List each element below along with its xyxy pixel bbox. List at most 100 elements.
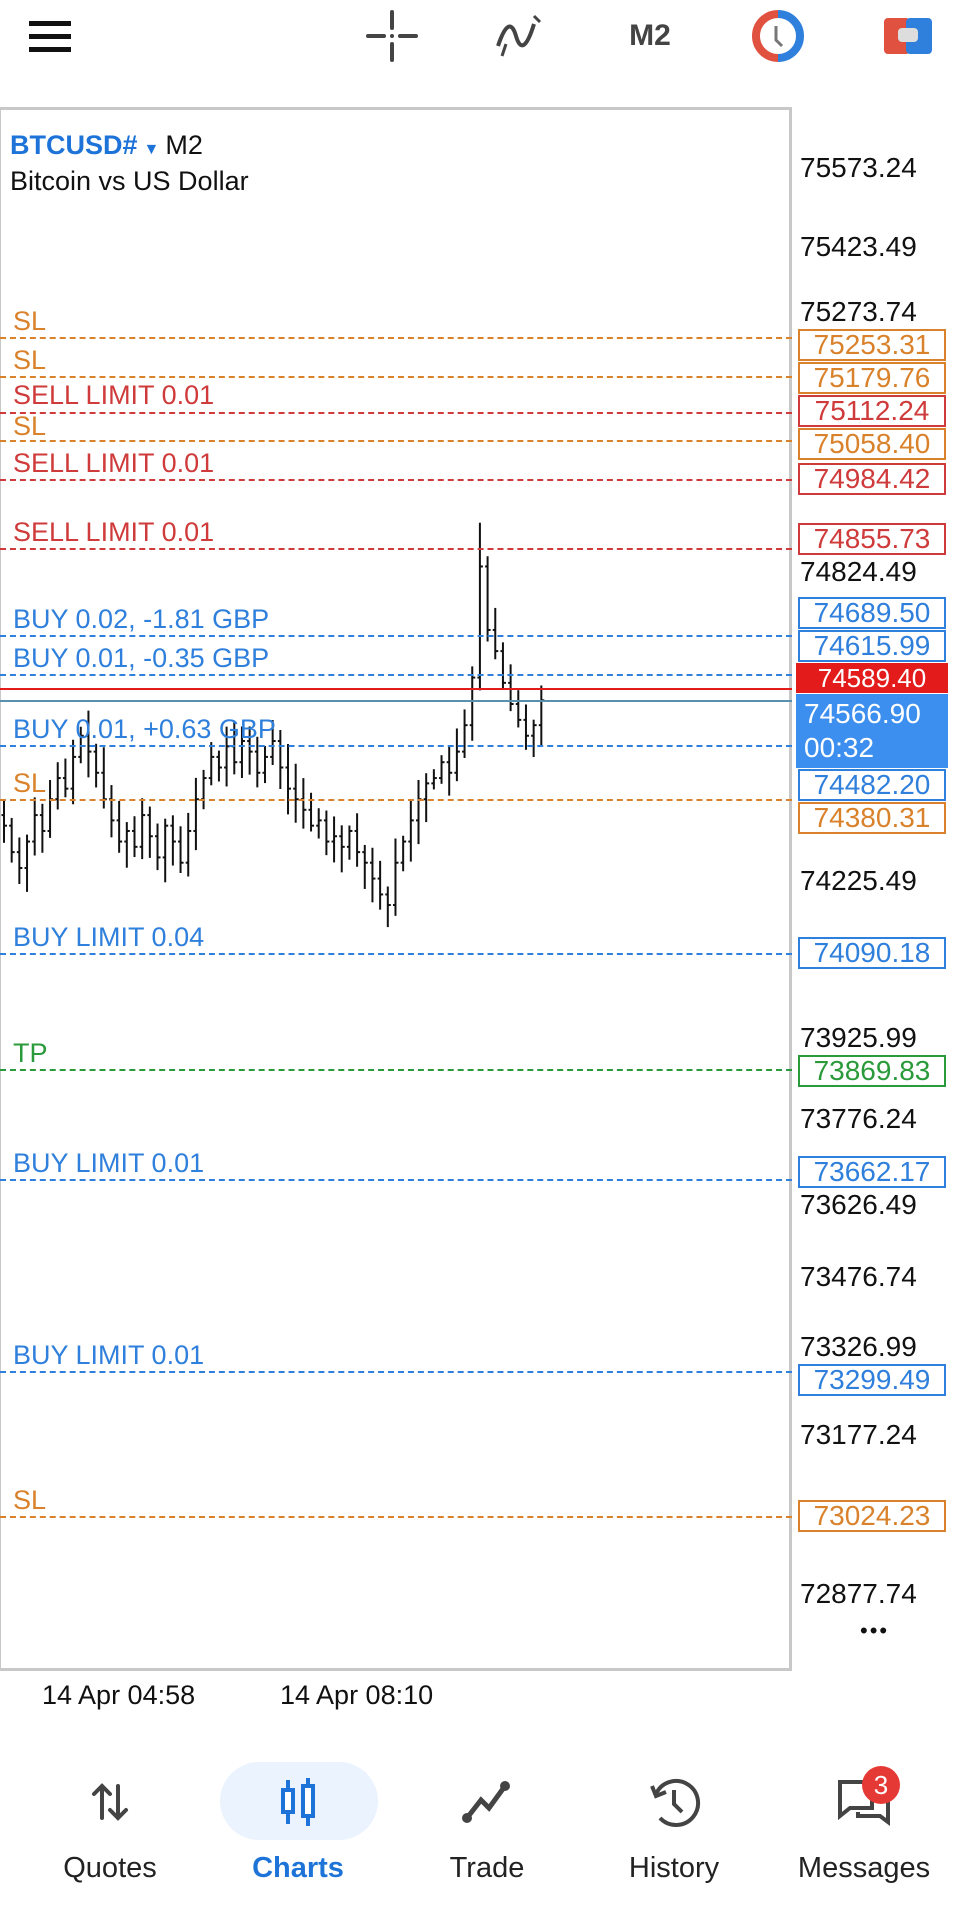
nav-messages[interactable]: Messages [774,1750,954,1900]
order-label: SL [13,410,47,441]
order-label: SELL LIMIT 0.01 [13,448,215,479]
order-price-label: 74090.18 [798,936,946,969]
nav-charts[interactable]: Charts [208,1750,388,1900]
candle [408,800,414,862]
candle [32,797,38,856]
current-price-line [0,700,792,703]
order-price-label: 74380.31 [798,801,946,834]
candle [300,778,307,829]
candle [216,750,222,782]
candle [277,730,284,789]
order-label: SELL LIMIT 0.01 [13,516,215,547]
order-line-sell[interactable] [0,547,792,550]
order-price-label: 73024.23 [798,1500,946,1533]
candle [523,704,529,750]
candle [170,815,176,866]
symbol-header[interactable]: BTCUSD# ▼ M2 [10,130,203,161]
order-line-buy[interactable] [0,674,792,677]
order-line-buy[interactable] [0,952,792,955]
candle [131,816,138,858]
price-tick: 75423.49 [800,231,917,264]
candle [208,742,215,786]
candle [477,522,483,691]
order-line-buy[interactable] [0,1370,792,1373]
order-price-label: 75112.24 [798,395,946,428]
indicators-icon[interactable] [492,14,548,58]
top-toolbar: M2 [0,0,973,80]
candle [108,785,115,838]
order-price-label: 74689.50 [798,596,946,629]
nav-history[interactable]: History [584,1750,764,1900]
current-price: 74566.90 [804,697,921,729]
candle [178,826,184,873]
trade-panel-icon[interactable] [880,14,936,58]
candle [70,739,77,805]
order-line-sl[interactable] [0,799,792,802]
symbol-dropdown-icon[interactable]: ▼ [143,141,160,158]
chart-area[interactable] [0,107,792,1671]
symbol-description: Bitcoin vs US Dollar [10,166,249,196]
candle [439,755,445,784]
order-label: SL [13,345,47,376]
order-price-label: 73299.49 [798,1364,946,1397]
order-line-sl[interactable] [0,440,792,443]
order-label: BUY 0.01, +0.63 GBP [13,714,276,745]
candle [262,746,268,784]
symbol-name[interactable]: BTCUSD# [10,130,138,160]
candle [469,666,476,741]
order-label: SL [13,768,47,799]
order-price-label: 73662.17 [798,1155,946,1188]
order-line-sl[interactable] [0,376,792,379]
candle [1,799,7,843]
order-line-buy[interactable] [0,1178,792,1181]
nav-quotes[interactable]: Quotes [20,1750,200,1900]
candle [155,823,161,871]
candlestick-series [1,522,545,928]
price-tick: 75573.24 [800,152,917,184]
candle [124,822,130,868]
menu-icon[interactable] [22,14,78,58]
price-tick: 75273.74 [800,296,917,329]
candle [362,844,368,889]
current-price-label: 74566.90 00:32 [796,693,948,768]
candle [508,664,514,712]
candle [339,825,345,873]
price-tick: 73925.99 [800,1021,917,1054]
order-line-tp[interactable] [0,1069,792,1072]
price-tick: 73776.24 [800,1102,917,1135]
order-label: SELL LIMIT 0.01 [13,379,215,410]
one-click-trading-icon[interactable] [750,10,806,62]
candle [485,556,491,642]
order-label: BUY LIMIT 0.04 [13,921,205,952]
order-line-buy[interactable] [0,635,792,638]
candles-icon [281,1778,315,1826]
timeframe-button[interactable]: M2 [629,19,671,52]
candle [293,763,299,823]
candle [515,690,522,728]
candle [85,710,92,778]
price-tick: 73177.24 [800,1419,917,1452]
candle [377,860,384,910]
order-price-label: 73869.83 [798,1054,946,1087]
candle [462,709,468,759]
candle [446,745,453,796]
history-clock-icon [650,1779,701,1827]
candle [500,642,506,689]
candle [270,720,276,765]
candle [285,744,292,815]
crosshair-icon[interactable] [364,10,420,62]
order-line-sell[interactable] [0,411,792,414]
candle [185,812,192,877]
order-line-buy[interactable] [0,745,792,748]
more-options-button[interactable]: ••• [860,1618,890,1643]
candle [369,847,376,903]
charts-active-pill [220,1762,378,1840]
bid-price-label: 74589.40 [796,662,948,693]
candle [162,818,169,883]
order-line-sl[interactable] [0,1516,792,1519]
nav-label: Quotes [63,1852,157,1884]
order-line-sl[interactable] [0,337,792,340]
order-line-sell[interactable] [0,479,792,482]
nav-trade[interactable]: Trade [397,1750,577,1900]
candle [62,758,69,798]
